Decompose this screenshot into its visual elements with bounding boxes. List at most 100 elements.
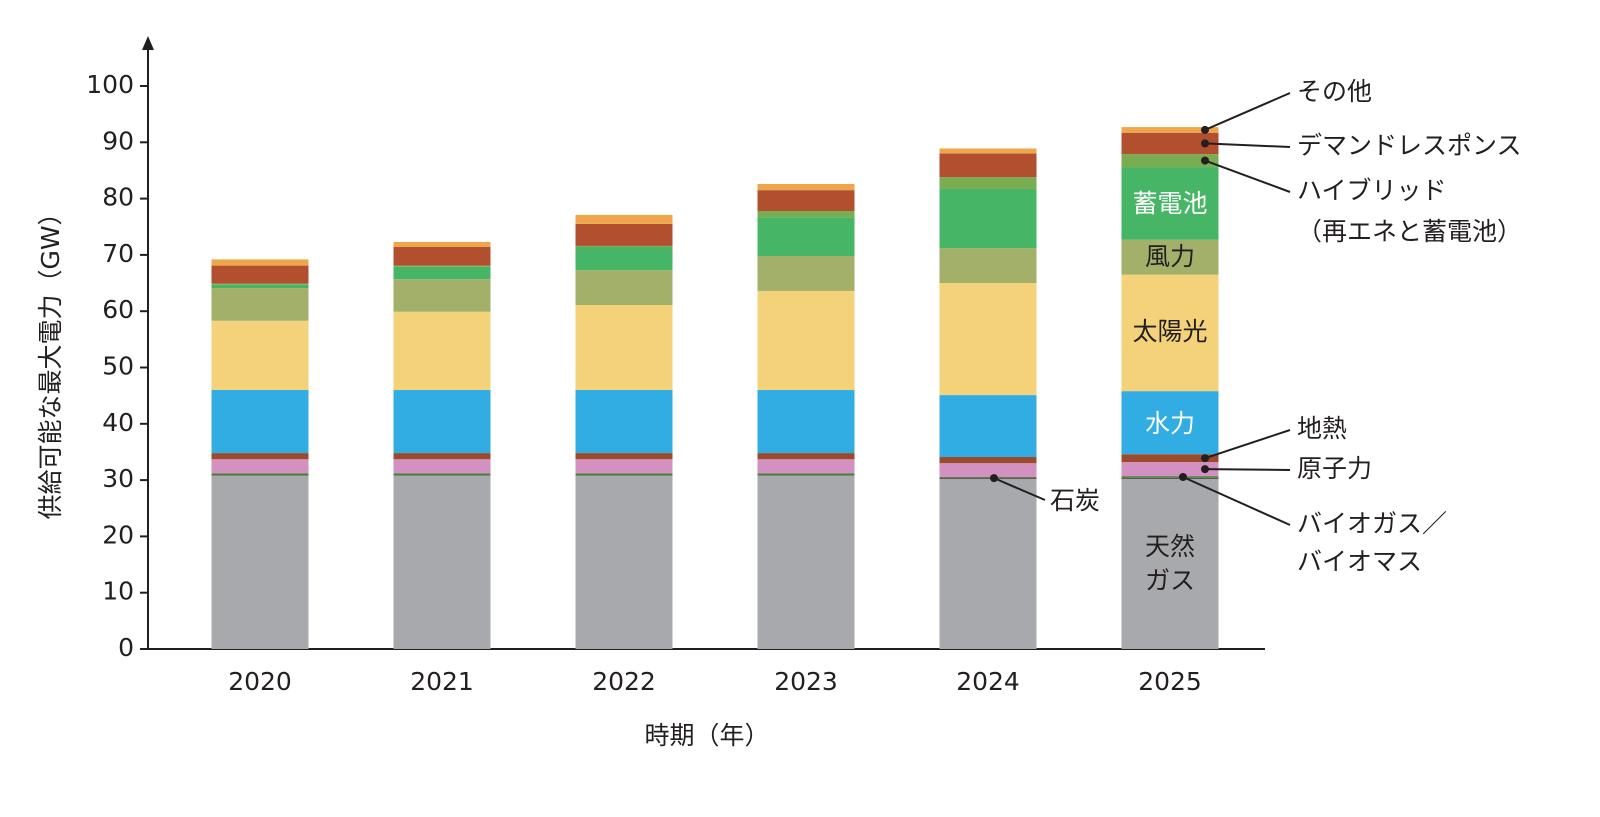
bar-segment	[393, 453, 491, 460]
bar-segment	[1121, 478, 1219, 649]
segment-label: 水力	[1145, 409, 1195, 438]
x-tick-label: 2022	[592, 667, 656, 696]
x-tick-label: 2021	[410, 667, 474, 696]
bar-segment	[575, 245, 673, 248]
bar-segment	[575, 475, 673, 649]
leader-line	[1204, 159, 1291, 193]
bar-segment	[211, 259, 309, 266]
bar-segment	[939, 248, 1037, 284]
bar-segment	[575, 223, 673, 246]
bar-segment	[393, 279, 491, 312]
bar-segment	[1121, 476, 1219, 478]
y-axis-arrow	[142, 36, 154, 50]
leader-line	[1204, 92, 1291, 131]
x-tick-label: 2023	[774, 667, 838, 696]
bar-segment	[211, 473, 309, 476]
y-tick-label: 90	[102, 126, 134, 155]
bar-segment	[939, 478, 1037, 649]
bar-segment	[757, 475, 855, 649]
bar-segment	[1121, 477, 1219, 479]
y-tick-label: 40	[102, 408, 134, 437]
bar-segment	[1121, 167, 1219, 240]
leader-dot	[1201, 125, 1209, 134]
bar-segment	[211, 459, 309, 474]
bar-segment	[393, 475, 491, 649]
bar-segment	[1121, 462, 1219, 477]
leader-dot	[1179, 473, 1187, 482]
leader-line	[1204, 142, 1291, 148]
bar-segment	[757, 190, 855, 211]
bar-segment	[1121, 154, 1219, 168]
bar-segment	[757, 453, 855, 460]
bar-segment	[757, 256, 855, 291]
x-tick-label: 2025	[1138, 667, 1202, 696]
bar-segment	[393, 265, 491, 267]
bar-segment	[575, 270, 673, 306]
bar-segment	[211, 283, 309, 285]
series-label: （再エネと蓄電池）	[1297, 217, 1522, 246]
bar-segment	[211, 320, 309, 391]
bar-segment	[575, 473, 673, 476]
series-label: 石炭	[1050, 486, 1100, 515]
bar-segment	[939, 457, 1037, 464]
x-axis-title: 時期（年）	[644, 721, 769, 750]
bar-segment	[1121, 127, 1219, 133]
bar-segment	[575, 214, 673, 224]
segment-label: 風力	[1145, 242, 1195, 271]
bar-segment	[757, 217, 855, 257]
bar-segment	[575, 459, 673, 474]
segment-label: 天然	[1145, 532, 1195, 561]
bar-segment	[1121, 239, 1219, 275]
leader-dot	[990, 474, 998, 483]
leader-dot	[1201, 156, 1209, 165]
bar-segment	[939, 283, 1037, 396]
bar-segment	[575, 305, 673, 391]
bar-segment	[393, 241, 491, 248]
bar-segment	[757, 290, 855, 391]
bar-segment	[393, 266, 491, 280]
bar-segment	[1121, 274, 1219, 392]
bar-segment	[211, 284, 309, 289]
bar-segment	[757, 183, 855, 191]
bar-segment	[211, 453, 309, 460]
bar-segment	[757, 473, 855, 476]
bar-segment	[211, 288, 309, 321]
leader-line	[1182, 476, 1291, 526]
bar-segment	[1121, 391, 1219, 455]
y-tick-label: 20	[102, 520, 134, 549]
series-label: デマンドレスポンス	[1297, 131, 1522, 160]
series-label: 原子力	[1297, 454, 1372, 483]
segment-label: ガス	[1145, 566, 1195, 595]
bar-segment	[939, 153, 1037, 178]
leader-dot	[1201, 139, 1209, 148]
y-tick-label: 100	[86, 70, 134, 99]
leader-line	[993, 477, 1046, 501]
y-tick-label: 30	[102, 464, 134, 493]
bar-segment	[757, 459, 855, 474]
bar-segment	[1121, 132, 1219, 155]
bar-segment	[393, 390, 491, 454]
y-axis-title: 供給可能な最大電力（GW）	[36, 200, 65, 519]
leader-dot	[1201, 454, 1209, 463]
y-tick-label: 50	[102, 352, 134, 381]
y-tick-label: 10	[102, 577, 134, 606]
bar-segment	[757, 210, 855, 218]
y-tick-label: 80	[102, 183, 134, 212]
series-label: その他	[1297, 77, 1372, 106]
bar-segment	[575, 390, 673, 454]
bar-segment	[575, 453, 673, 460]
bar-segment	[939, 476, 1037, 478]
leader-line	[1204, 429, 1291, 460]
leader-line	[1204, 468, 1291, 471]
bar-segment	[1121, 454, 1219, 463]
bar-segment	[575, 247, 673, 271]
bar-segment	[393, 311, 491, 391]
y-tick-label: 60	[102, 295, 134, 324]
series-label: 地熱	[1297, 414, 1347, 443]
y-tick-label: 0	[118, 633, 134, 662]
series-label: ハイブリッド	[1297, 176, 1447, 205]
bar-segment	[939, 189, 1037, 249]
series-label: バイオガス／	[1297, 509, 1447, 538]
bar-segment	[939, 477, 1037, 479]
bar-segment	[939, 463, 1037, 477]
